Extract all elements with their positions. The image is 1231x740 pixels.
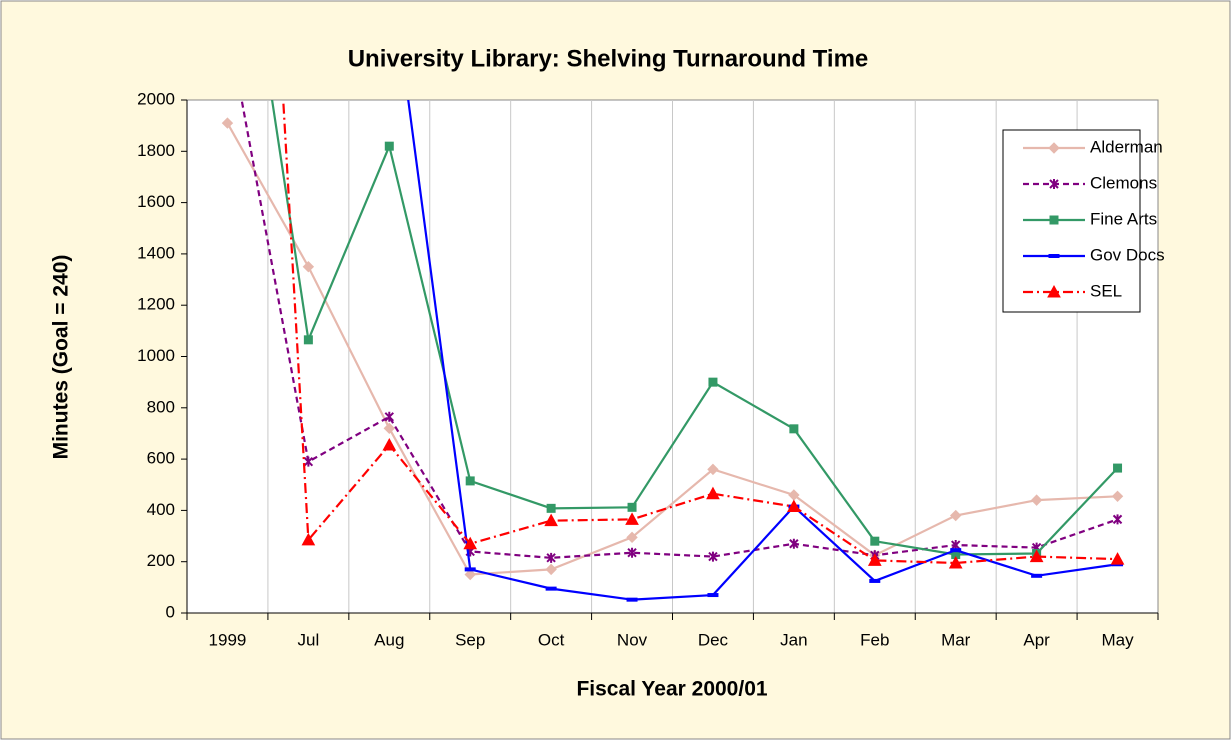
marker [1029,549,1044,563]
marker [625,512,639,525]
marker [706,486,720,500]
marker [789,424,799,434]
marker [787,499,801,513]
chart-title: University Library: Shelving Turnaround … [348,45,869,72]
marker [384,141,394,151]
marker [464,567,476,572]
x-tick-label: Jul [298,630,320,649]
marker [1048,254,1060,258]
y-tick-label: 1800 [137,141,175,160]
marker [545,563,557,576]
x-tick-label: Oct [538,630,565,649]
x-tick-label: Sep [455,630,485,649]
marker [948,555,963,569]
marker [950,548,962,553]
y-tick-label: 1400 [137,243,175,262]
marker [465,476,475,486]
marker [1112,514,1123,525]
marker [383,422,395,435]
x-tick-label: Jan [780,630,807,649]
marker [1049,179,1059,189]
marker [221,117,234,129]
marker [546,503,556,513]
marker [626,531,638,544]
y-tick-label: 1200 [137,295,175,314]
marker [1049,215,1059,225]
x-tick-label: Apr [1023,630,1050,649]
x-tick-label: Nov [617,630,648,649]
series-line [226,122,1118,576]
series-line [282,100,1118,565]
marker [1047,284,1061,298]
marker [464,568,476,581]
x-tick-label: Dec [698,630,729,649]
series-line [240,100,1118,559]
marker [627,502,637,512]
marker [463,536,478,550]
y-tick-label: 800 [147,397,175,416]
marker [626,597,638,602]
marker [708,551,718,562]
marker [950,509,962,522]
legend-label: Alderman [1090,137,1163,156]
marker [707,463,719,476]
y-tick-label: 600 [147,449,175,468]
marker [302,261,315,273]
marker [544,513,558,527]
marker [546,552,556,563]
y-tick-label: 2000 [137,89,175,108]
y-tick-label: 400 [147,500,175,519]
x-tick-label: Aug [374,630,404,649]
legend-label: SEL [1090,281,1122,300]
x-axis-label: Fiscal Year 2000/01 [576,678,767,701]
marker [789,538,799,549]
marker [708,377,718,387]
marker [707,593,719,598]
marker [1030,494,1043,506]
marker [1110,552,1125,565]
x-tick-label: Feb [860,630,889,649]
marker [382,437,397,451]
y-axis-label: Minutes (Goal = 240) [50,255,73,460]
marker [545,586,557,591]
y-tick-label: 1600 [137,192,175,211]
marker [303,456,314,467]
y-tick-label: 200 [147,551,175,570]
marker [870,536,880,546]
marker [384,411,394,422]
series-line [407,100,1118,601]
marker [1048,142,1060,154]
legend-label: Fine Arts [1090,209,1157,228]
marker [1111,490,1124,503]
marker [867,553,882,566]
legend-label: Gov Docs [1090,245,1165,264]
marker [303,335,313,345]
marker [869,578,881,583]
marker [301,532,316,546]
marker [1031,573,1043,578]
x-tick-label: Mar [941,630,971,649]
marker [1113,463,1123,473]
marker [627,547,637,558]
y-tick-label: 0 [166,602,175,621]
x-tick-label: 1999 [209,630,247,649]
x-tick-label: May [1101,630,1134,649]
y-tick-label: 1000 [137,346,175,365]
legend-label: Clemons [1090,173,1157,192]
